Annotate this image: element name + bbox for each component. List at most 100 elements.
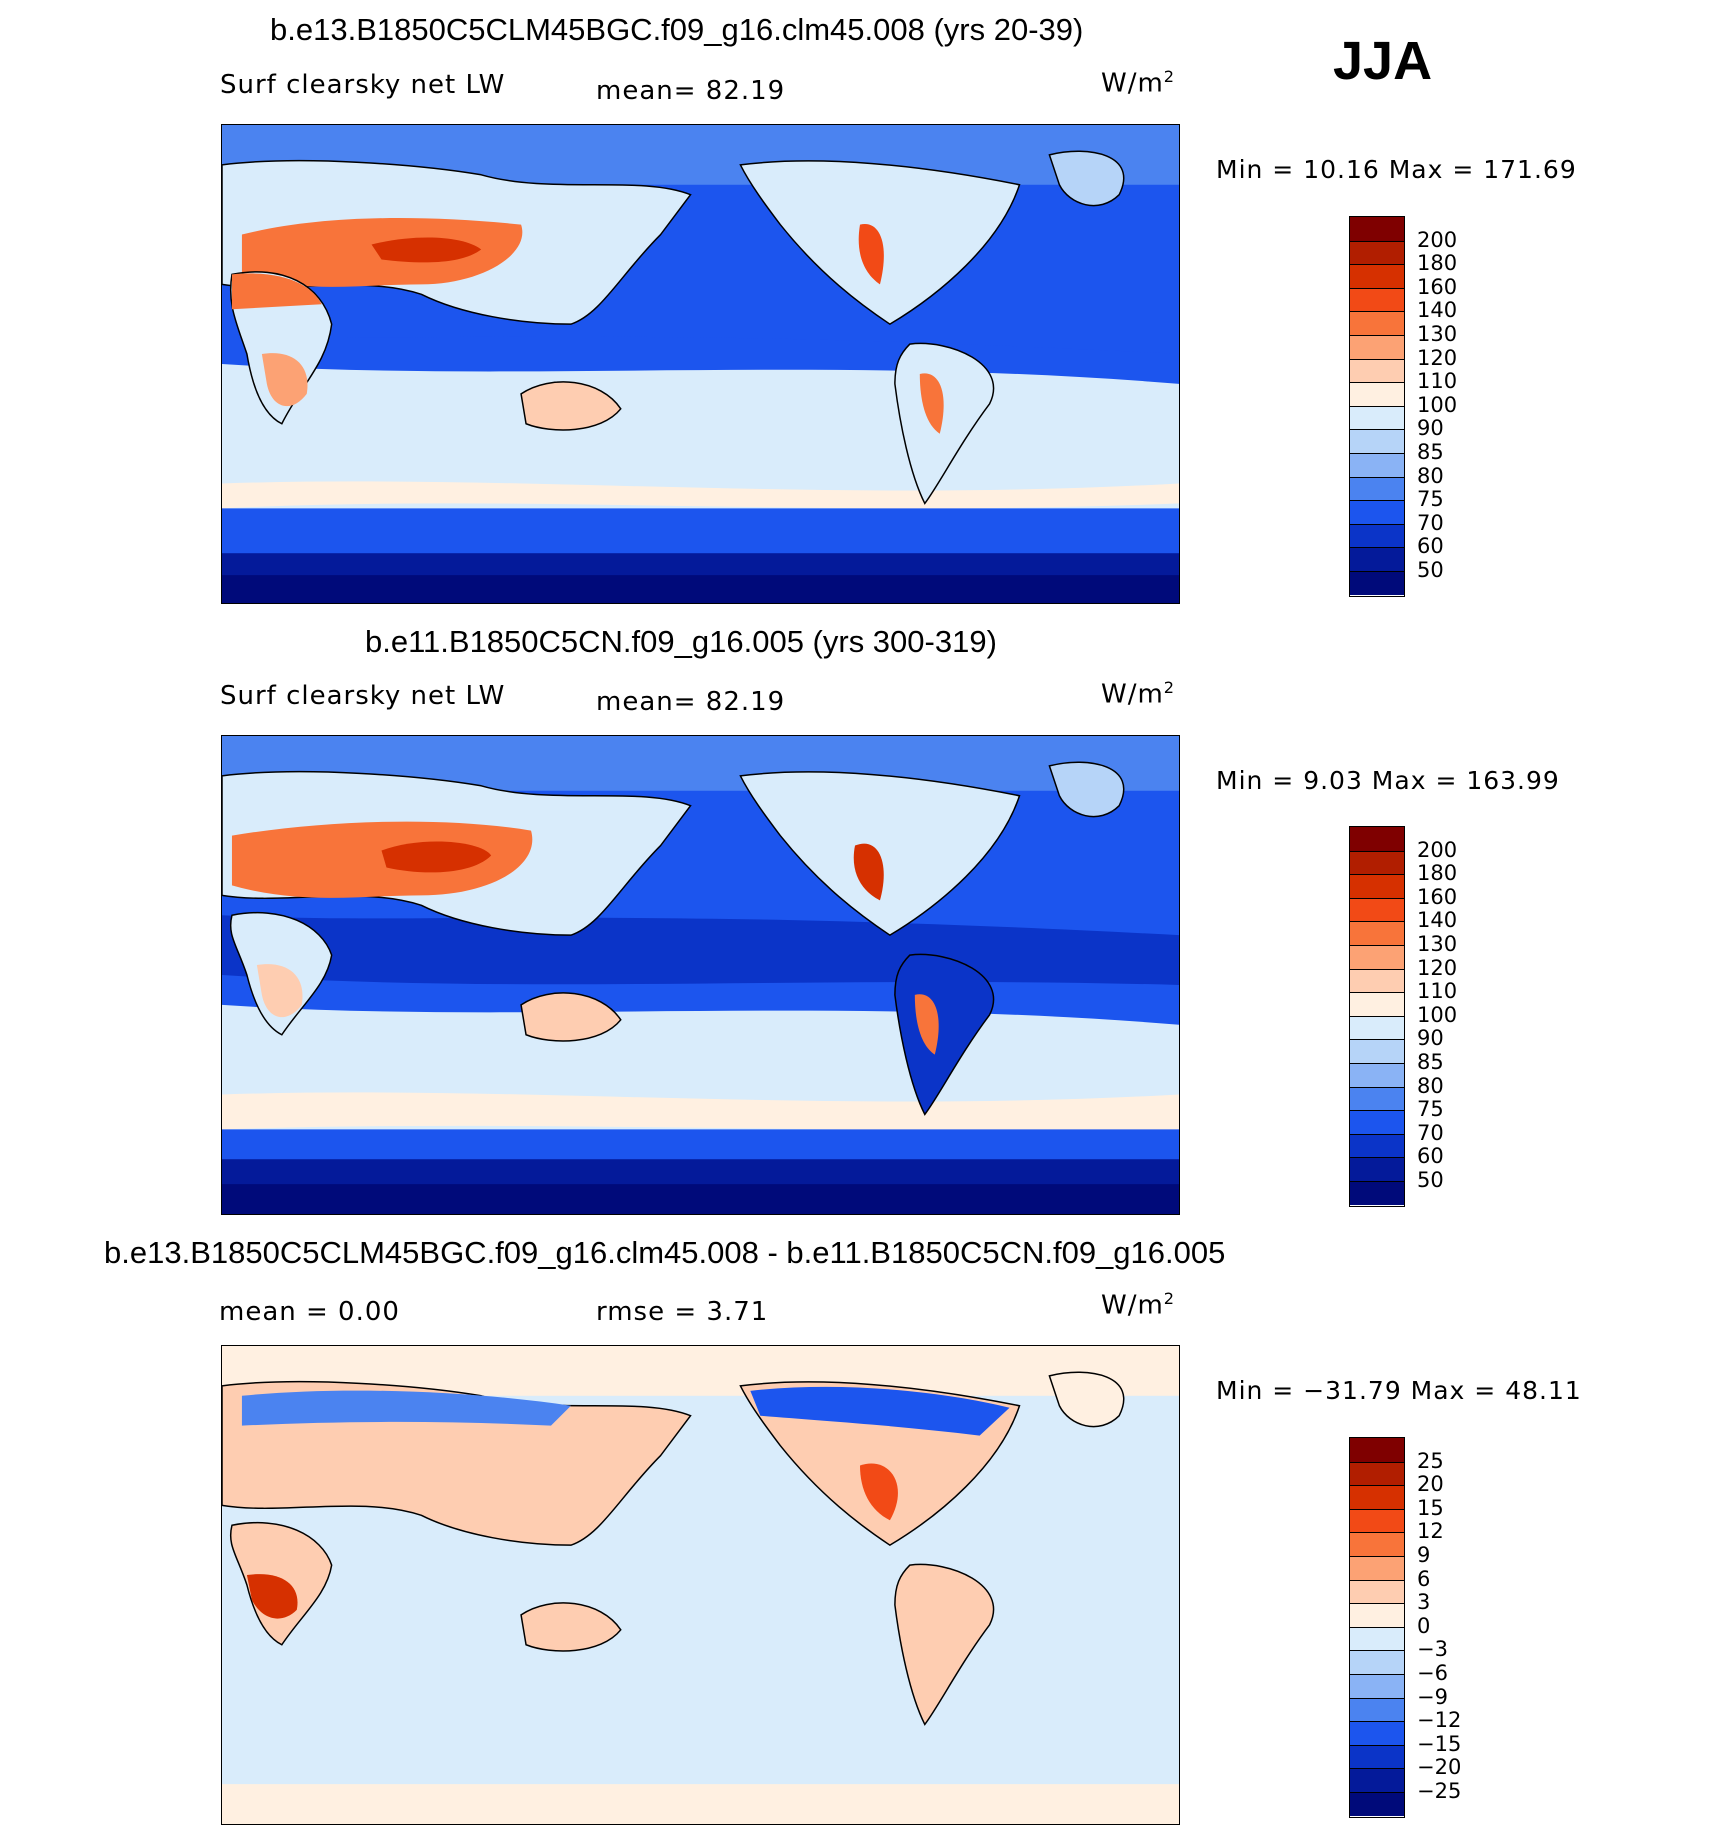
panel3-rmse: rmse = 3.71: [596, 1297, 769, 1327]
panel3-mean: mean = 0.00: [219, 1297, 400, 1327]
colorbar-box: [1350, 1626, 1404, 1651]
colorbar-tick-label: 160: [1417, 884, 1458, 909]
colorbar-box: [1350, 287, 1404, 312]
colorbar-tick-label: 85: [1417, 1050, 1444, 1074]
colorbar-tick-label: 80: [1417, 1073, 1444, 1098]
panel2-variable: Surf clearsky net LW: [220, 681, 506, 711]
colorbar-tick-label: −20: [1417, 1755, 1462, 1780]
colorbar-box: [1350, 897, 1404, 922]
colorbar-tick-label: 0: [1417, 1613, 1431, 1638]
panel2-minmax: Min = 9.03 Max = 163.99: [1216, 766, 1560, 795]
colorbar-tick-label: 70: [1417, 510, 1444, 535]
colorbar-box: [1350, 240, 1404, 265]
colorbar-box: [1350, 570, 1404, 595]
colorbar-tick-label: 180: [1417, 861, 1458, 886]
colorbar-box: [1350, 1086, 1404, 1111]
panel2-title: b.e11.B1850C5CN.f09_g16.005 (yrs 300-319…: [365, 624, 997, 659]
panel2-map: [221, 735, 1180, 1215]
colorbar-tick-label: 70: [1417, 1120, 1444, 1145]
colorbar-box: [1350, 1461, 1404, 1486]
colorbar-tick-label: 110: [1417, 369, 1458, 394]
colorbar-box: [1350, 1697, 1404, 1722]
colorbar-tick-label: −12: [1417, 1708, 1462, 1733]
colorbar-box: [1350, 1015, 1404, 1040]
panel1-variable: Surf clearsky net LW: [220, 70, 506, 100]
colorbar-box: [1350, 944, 1404, 969]
colorbar-tick-label: 15: [1417, 1495, 1444, 1520]
colorbar-tick-label: 140: [1417, 298, 1458, 323]
colorbar-box: [1350, 1110, 1404, 1134]
colorbar-tick-label: 90: [1417, 416, 1444, 441]
colorbar-tick-label: 120: [1417, 345, 1458, 370]
colorbar-box: [1350, 1555, 1404, 1580]
panel3-map: [221, 1345, 1180, 1825]
colorbar-box: [1350, 429, 1404, 453]
colorbar-tick-label: 60: [1417, 534, 1444, 559]
panel2-colorbar: [1349, 826, 1405, 1207]
colorbar-box: [1350, 1438, 1404, 1462]
colorbar-tick-label: 200: [1417, 227, 1458, 252]
colorbar-tick-label: 9: [1417, 1543, 1431, 1567]
colorbar-box: [1350, 1744, 1404, 1769]
colorbar-box: [1350, 1485, 1404, 1509]
colorbar-box: [1350, 1673, 1404, 1698]
colorbar-tick-label: 6: [1417, 1566, 1431, 1591]
colorbar-box: [1350, 358, 1404, 383]
colorbar-box: [1350, 1721, 1404, 1745]
colorbar-box: [1350, 1603, 1404, 1627]
colorbar-tick-label: 140: [1417, 908, 1458, 933]
panel1-mean: mean= 82.19: [596, 76, 786, 106]
colorbar-box: [1350, 334, 1404, 359]
colorbar-tick-label: 85: [1417, 440, 1444, 464]
colorbar-tick-label: 75: [1417, 1097, 1444, 1122]
colorbar-box: [1350, 1768, 1404, 1792]
colorbar-box: [1350, 264, 1404, 288]
colorbar-tick-label: 130: [1417, 932, 1458, 956]
panel1-minmax: Min = 10.16 Max = 171.69: [1216, 155, 1577, 184]
colorbar-box: [1350, 500, 1404, 524]
colorbar-tick-label: −3: [1417, 1637, 1448, 1662]
colorbar-tick-label: 60: [1417, 1144, 1444, 1169]
colorbar-tick-label: 20: [1417, 1472, 1444, 1497]
colorbar-box: [1350, 1157, 1404, 1181]
colorbar-tick-label: −6: [1417, 1661, 1448, 1685]
colorbar-tick-label: 100: [1417, 392, 1458, 417]
colorbar-box: [1350, 1039, 1404, 1063]
colorbar-tick-label: 120: [1417, 955, 1458, 980]
colorbar-box: [1350, 523, 1404, 548]
panel3-minmax: Min = −31.79 Max = 48.11: [1216, 1376, 1582, 1405]
season-label: JJA: [1333, 31, 1433, 91]
colorbar-tick-label: 180: [1417, 251, 1458, 276]
colorbar-tick-label: 110: [1417, 979, 1458, 1004]
colorbar-tick-label: 80: [1417, 463, 1444, 488]
colorbar-box: [1350, 217, 1404, 241]
panel1-map: [221, 124, 1180, 604]
colorbar-tick-label: −15: [1417, 1731, 1462, 1756]
panel1-colorbar: [1349, 216, 1405, 597]
colorbar-box: [1350, 850, 1404, 875]
colorbar-box: [1350, 1532, 1404, 1556]
panel2-mean: mean= 82.19: [596, 687, 786, 717]
panel3-colorbar: [1349, 1437, 1405, 1818]
panel1-units: W/m2: [1101, 67, 1176, 99]
colorbar-box: [1350, 968, 1404, 993]
colorbar-box: [1350, 1791, 1404, 1816]
colorbar-box: [1350, 547, 1404, 571]
colorbar-tick-label: 200: [1417, 837, 1458, 862]
colorbar-box: [1350, 311, 1404, 335]
colorbar-box: [1350, 1508, 1404, 1533]
colorbar-tick-label: −25: [1417, 1779, 1462, 1803]
colorbar-box: [1350, 476, 1404, 501]
colorbar-box: [1350, 382, 1404, 406]
panel3-units: W/m2: [1101, 1289, 1176, 1321]
colorbar-box: [1350, 921, 1404, 945]
colorbar-box: [1350, 1180, 1404, 1205]
colorbar-tick-label: 50: [1417, 558, 1444, 582]
panel1-title: b.e13.B1850C5CLM45BGC.f09_g16.clm45.008 …: [270, 12, 1084, 47]
colorbar-tick-label: 130: [1417, 322, 1458, 346]
colorbar-tick-label: 12: [1417, 1519, 1444, 1544]
colorbar-tick-label: −9: [1417, 1684, 1448, 1709]
colorbar-box: [1350, 1133, 1404, 1158]
colorbar-box: [1350, 1579, 1404, 1604]
colorbar-box: [1350, 405, 1404, 430]
